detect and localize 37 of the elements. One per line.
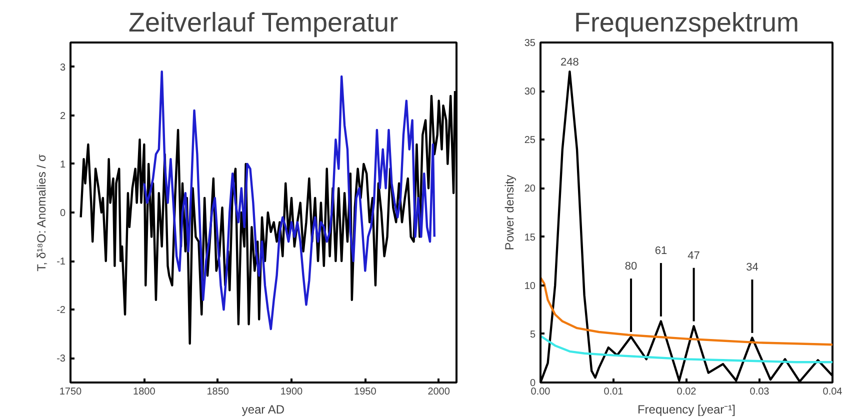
x-tick-label: 1950: [354, 386, 377, 398]
y-tick-label: 10: [524, 280, 536, 292]
x-axis-title: year AD: [242, 402, 285, 416]
x-tick-label: 0.02: [676, 386, 697, 398]
x-tick-label: 1850: [206, 386, 230, 398]
y-tick-label: 0: [60, 208, 66, 219]
x-tick-label: 1750: [59, 386, 82, 398]
y-tick-label: 25: [524, 135, 536, 146]
y-tick-label: -1: [56, 256, 66, 268]
x-tick-label: 1800: [133, 386, 156, 398]
y-tick-label: 35: [524, 38, 536, 49]
x-tick-label: 0.03: [750, 386, 770, 398]
y-tick-label: 3: [60, 62, 66, 74]
x-tick-label: 0.01: [604, 386, 624, 398]
annotation: 61: [654, 245, 668, 258]
y-axis-title: T, δ¹⁸O: Anomalies / σ: [34, 154, 49, 272]
chart-title: Zeitverlauf Temperatur: [128, 8, 398, 38]
y-tick-label: 5: [530, 329, 536, 340]
y-tick-label: 20: [524, 184, 536, 195]
annotation: 80: [624, 260, 638, 273]
x-tick-label: 0.00: [530, 386, 551, 398]
y-tick-label: 1: [60, 159, 66, 170]
x-tick-label: 0.04: [822, 386, 843, 398]
chart-title: Frequenzspektrum: [574, 8, 800, 38]
y-tick-label: 2: [60, 110, 66, 122]
y-tick-label: 15: [524, 232, 536, 244]
x-tick-label: 1900: [280, 386, 304, 398]
annotation: 47: [688, 250, 700, 262]
x-tick-label: 2000: [428, 386, 450, 398]
x-axis-title: Frequency [year⁻¹]: [637, 402, 736, 416]
y-tick-label: -2: [56, 305, 66, 316]
annotation: 34: [746, 262, 758, 274]
y-tick-label: 0: [530, 378, 536, 389]
annotation: 248: [560, 56, 579, 69]
y-tick-label: 30: [524, 86, 536, 98]
y-axis-title: Power density: [502, 174, 516, 250]
y-tick-label: -3: [56, 354, 66, 365]
